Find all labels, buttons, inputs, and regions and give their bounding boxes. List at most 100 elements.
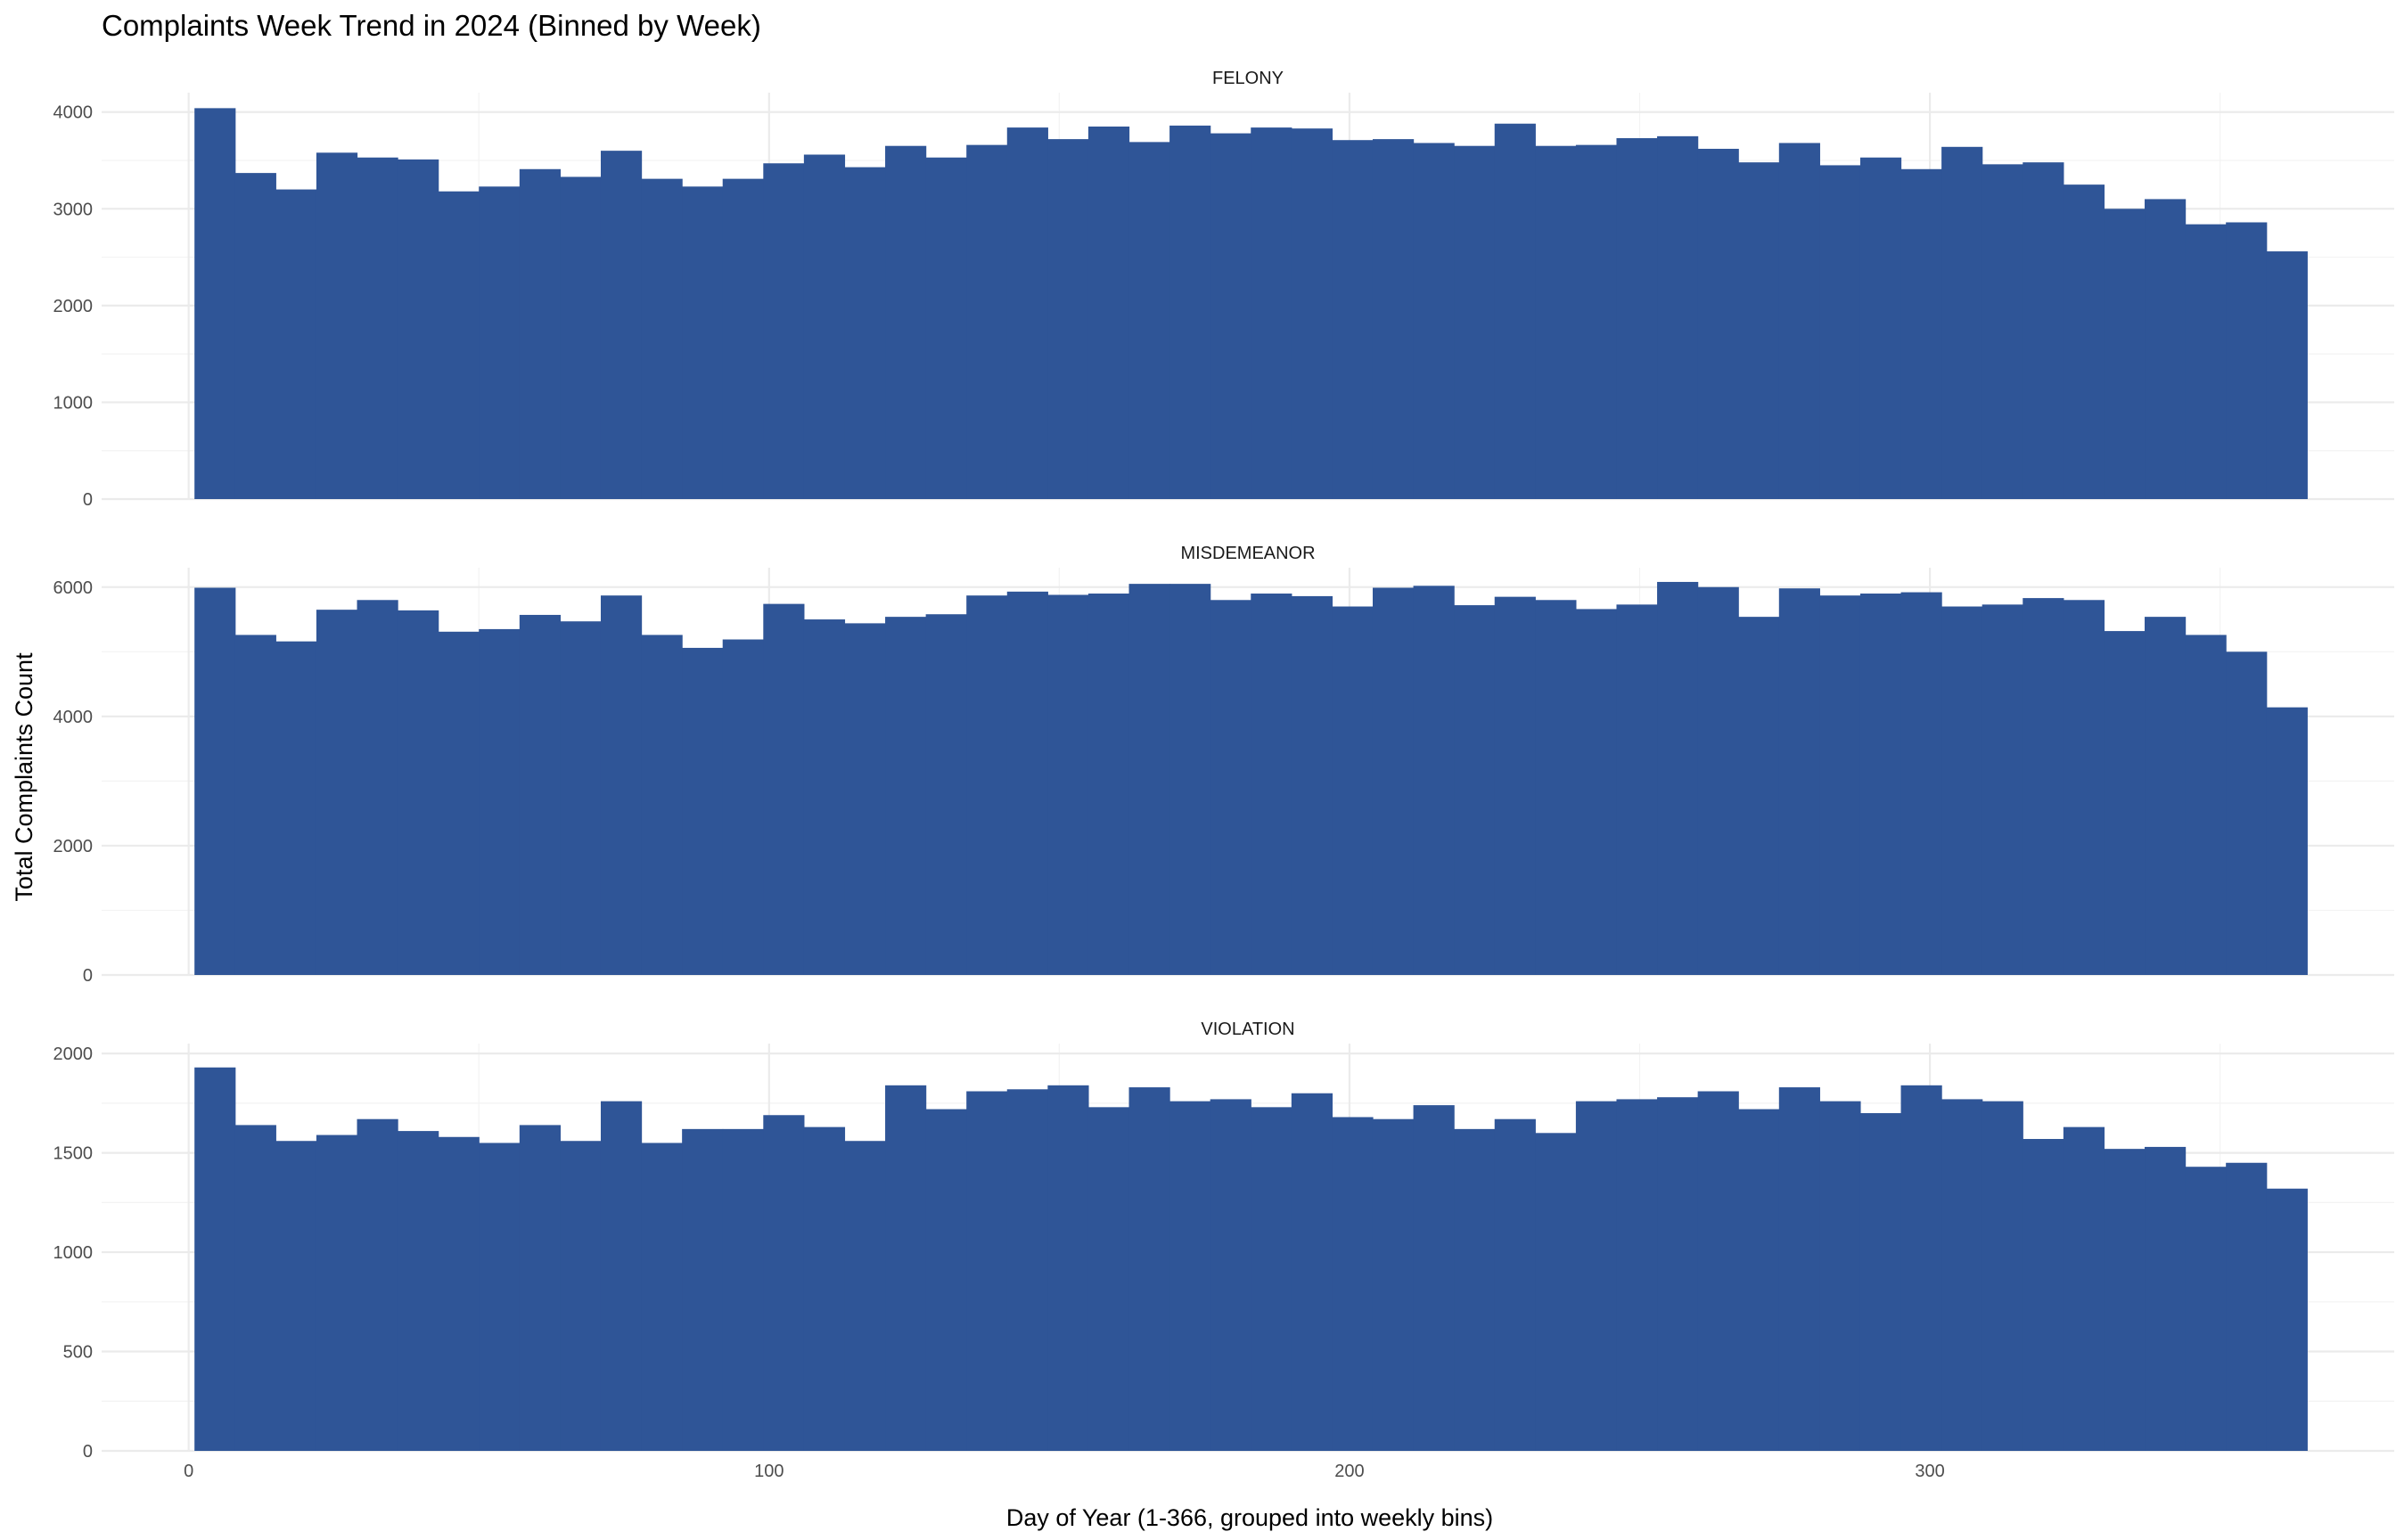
histogram-bar — [1454, 605, 1496, 975]
x-tick-label: 200 — [1334, 1462, 1364, 1481]
histogram-bar — [194, 587, 236, 975]
histogram-bar — [1738, 162, 1780, 499]
y-tick-label: 0 — [83, 966, 93, 986]
histogram-bar — [1128, 1087, 1170, 1451]
histogram-bar — [1006, 127, 1048, 500]
histogram-bar — [1535, 145, 1577, 499]
histogram-bar — [600, 151, 643, 499]
histogram-bar — [1575, 609, 1618, 975]
x-tick-label: 100 — [754, 1462, 784, 1481]
histogram-bar — [560, 176, 602, 499]
histogram-bar — [1575, 144, 1618, 499]
panel-strip-label: VIOLATION — [1201, 1020, 1294, 1039]
y-tick-label: 6000 — [53, 578, 94, 598]
x-tick-label: 0 — [184, 1462, 193, 1481]
histogram-bar — [234, 1125, 276, 1451]
chart-title: Complaints Week Trend in 2024 (Binned by… — [102, 9, 761, 42]
histogram-bar — [1087, 1107, 1130, 1451]
histogram-bar — [885, 617, 927, 975]
histogram-bar — [641, 1143, 683, 1451]
y-tick-label: 2000 — [53, 297, 94, 316]
histogram-bar — [1210, 1099, 1251, 1451]
histogram-bar — [1087, 594, 1130, 975]
histogram-bar — [1128, 584, 1170, 975]
histogram-bar — [885, 1085, 927, 1451]
histogram-bar — [1657, 135, 1699, 499]
histogram-bar — [1128, 142, 1170, 499]
histogram-bar — [438, 631, 480, 975]
histogram-bar — [519, 614, 561, 975]
histogram-bar — [885, 145, 927, 499]
histogram-bar — [722, 639, 764, 975]
histogram-bar — [234, 173, 276, 499]
histogram-bar — [925, 614, 967, 975]
panel-misdemeanor: MISDEMEANOR 0 2000 4000 6000 — [53, 544, 2394, 986]
histogram-bar — [1454, 1128, 1496, 1451]
histogram-bar — [1941, 1099, 1983, 1451]
histogram-bar — [803, 619, 846, 975]
histogram-bar — [844, 623, 886, 975]
histogram-bar — [1291, 1093, 1333, 1451]
histogram-bar — [438, 191, 480, 499]
y-tick-label: 4000 — [53, 708, 94, 727]
histogram-bar — [438, 1136, 480, 1451]
histogram-bar — [519, 1125, 561, 1451]
histogram-bar — [1291, 128, 1333, 499]
histogram-bar — [357, 157, 398, 499]
histogram-bar — [1006, 1089, 1048, 1451]
histogram-bar — [479, 1143, 521, 1451]
histogram-bar — [1372, 1118, 1415, 1451]
histogram-bar — [1657, 581, 1699, 975]
histogram-bar — [2023, 162, 2064, 499]
histogram-bar — [398, 610, 439, 975]
histogram-bar — [1778, 143, 1820, 499]
histogram-bar — [641, 635, 683, 975]
histogram-bar — [1047, 139, 1089, 499]
histogram-bar — [1169, 584, 1211, 975]
histogram-bar — [682, 1128, 724, 1451]
histogram-bar — [1697, 586, 1739, 975]
histogram-bar — [600, 1101, 643, 1451]
histogram-bar — [2185, 635, 2227, 975]
y-tick-label: 4000 — [53, 103, 94, 123]
histogram-bar — [1778, 1087, 1820, 1451]
y-tick-label: 500 — [63, 1343, 93, 1363]
histogram-bar — [1169, 125, 1211, 499]
histogram-bar — [2023, 1139, 2064, 1451]
histogram-bar — [316, 152, 358, 500]
histogram-bar — [1251, 594, 1292, 975]
histogram-bar — [2266, 707, 2308, 975]
y-tick-label: 2000 — [53, 1044, 94, 1064]
histogram-bar — [1210, 133, 1251, 499]
histogram-bar — [2226, 222, 2268, 499]
histogram-bar — [1332, 606, 1374, 975]
histogram-bar — [1859, 1113, 1902, 1451]
histogram-bar — [194, 108, 236, 499]
histogram-bar — [682, 186, 724, 500]
histogram-bar — [1738, 617, 1780, 975]
histogram-bar — [1535, 600, 1577, 975]
histogram-bar — [1941, 146, 1983, 500]
histogram-bar — [560, 1141, 602, 1451]
histogram-bar — [925, 157, 967, 499]
histogram-bar — [1332, 140, 1374, 499]
histogram-bar — [600, 595, 643, 975]
histogram-bar — [1575, 1101, 1618, 1451]
histogram-bar — [1535, 1133, 1577, 1451]
histogram-bar — [1494, 1118, 1536, 1451]
histogram-bar — [844, 167, 886, 499]
histogram-bar — [2266, 251, 2308, 499]
histogram-bar — [763, 1115, 805, 1451]
panel-strip-label: MISDEMEANOR — [1180, 544, 1315, 563]
histogram-bar — [1494, 123, 1536, 499]
histogram-bar — [722, 1128, 764, 1451]
histogram-bar — [2185, 1167, 2227, 1451]
histogram-bar — [2145, 1146, 2187, 1451]
histogram-bar — [1616, 138, 1658, 499]
histogram-bar — [1169, 1101, 1211, 1451]
histogram-bar — [1047, 594, 1089, 975]
histogram-bar — [519, 168, 561, 499]
panel-strip-label: FELONY — [1212, 69, 1284, 88]
x-axis-title: Day of Year (1-366, grouped into weekly … — [1006, 1504, 1493, 1531]
panel-felony: FELONY 0 1000 2000 3000 4000 — [53, 69, 2394, 510]
